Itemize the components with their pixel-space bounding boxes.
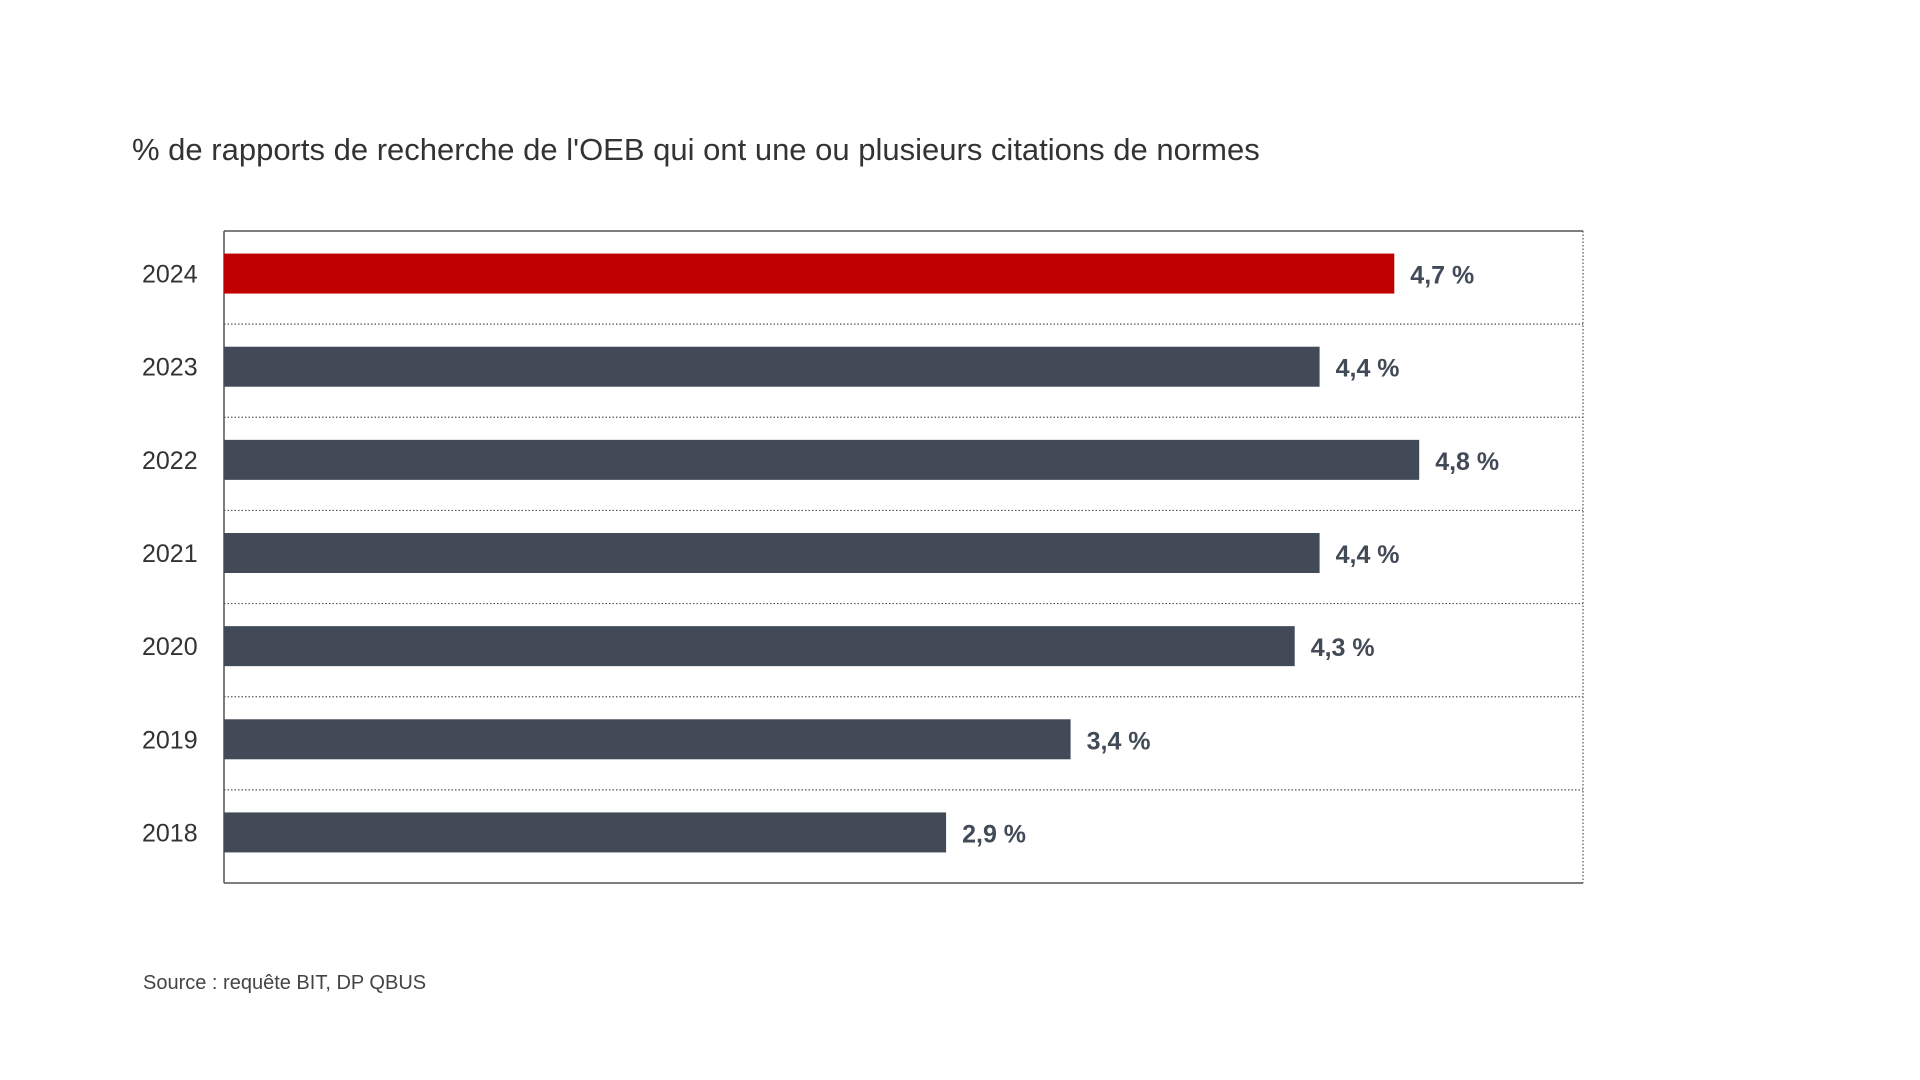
year-label-2022: 2022 [142,447,198,475]
year-label-2021: 2021 [142,540,198,568]
value-label-2022: 4,8 % [1435,448,1499,476]
year-label-2019: 2019 [142,726,198,754]
value-label-2020: 4,3 % [1311,634,1375,662]
value-label-2018: 2,9 % [962,820,1026,848]
value-label-2024: 4,7 % [1410,262,1474,290]
source-note: Source : requête BIT, DP QBUS [143,972,426,995]
value-label-2019: 3,4 % [1087,727,1151,755]
bar-2020 [224,626,1295,666]
bar-2021 [224,533,1320,573]
bar-2019 [224,719,1071,759]
year-label-2024: 2024 [142,261,198,289]
bar-2022 [224,440,1419,480]
year-label-2023: 2023 [142,354,198,382]
bar-2018 [224,812,946,852]
year-label-2018: 2018 [142,819,198,847]
bar-2023 [224,347,1320,387]
value-label-2023: 4,4 % [1336,355,1400,383]
value-label-2021: 4,4 % [1336,541,1400,569]
bar-2024 [224,254,1394,294]
year-label-2020: 2020 [142,633,198,661]
